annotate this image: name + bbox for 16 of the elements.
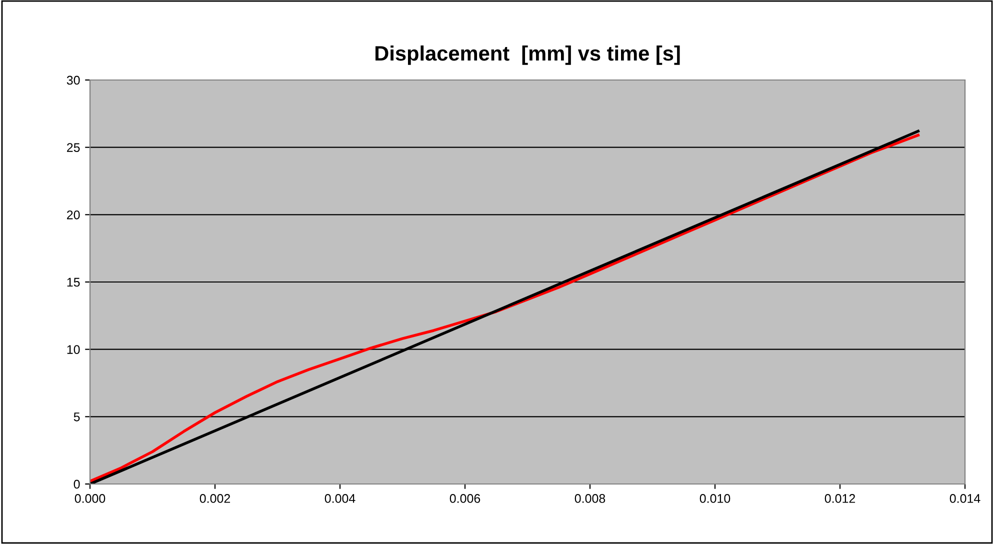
x-tick-label: 0.010 [700, 494, 730, 503]
x-tick-label: 0.012 [824, 494, 856, 503]
x-tick-label: 0.008 [574, 494, 606, 503]
y-tick-label: 5 [74, 412, 80, 422]
x-tick-label: 0.002 [200, 494, 230, 503]
y-tick-label: 10 [67, 345, 80, 354]
x-tick-label: 0.014 [950, 494, 980, 503]
y-tick-label: 15 [67, 278, 80, 287]
y-tick-label: 25 [67, 143, 80, 152]
y-tick-label: 30 [66, 76, 80, 85]
y-tick-label: 0 [74, 480, 80, 489]
x-tick-label: 0.006 [450, 494, 480, 503]
x-tick-label: 0.004 [324, 494, 356, 503]
y-tick-label: 20 [67, 210, 80, 220]
chart-title: Displacement [mm] vs time [s] [376, 45, 680, 65]
x-tick-label: 0.000 [74, 494, 106, 503]
